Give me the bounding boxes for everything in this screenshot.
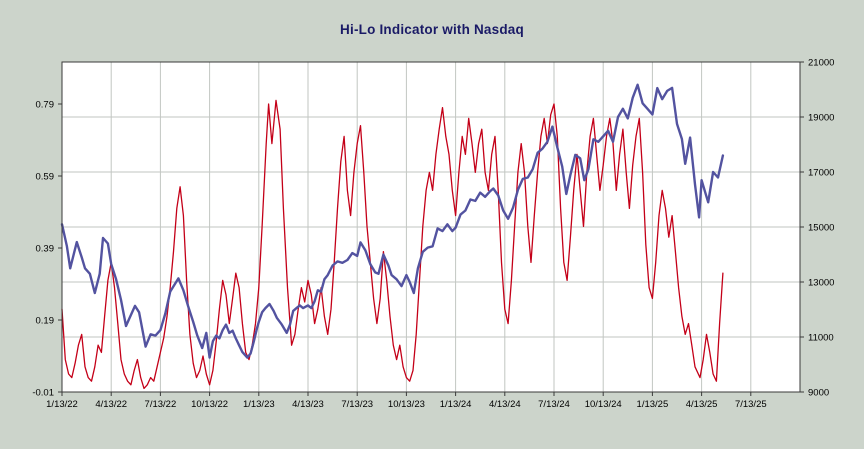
nasdaq-series-line bbox=[60, 83, 725, 359]
right-axis-tick-label: 9000 bbox=[808, 388, 829, 399]
right-axis-tick-label: 19000 bbox=[808, 113, 834, 124]
x-tick-label: 7/13/23 bbox=[341, 399, 373, 410]
left-axis-tick-label: 0.59 bbox=[36, 172, 55, 183]
left-axis-tick-label: 0.79 bbox=[36, 100, 55, 111]
left-axis-tick-label: 0.19 bbox=[36, 316, 55, 327]
left-axis-tick-label: -0.01 bbox=[32, 388, 54, 399]
right-axis-tick-label: 17000 bbox=[808, 168, 834, 179]
right-axis-tick-label: 11000 bbox=[808, 333, 834, 344]
x-tick-label: 10/13/22 bbox=[191, 399, 228, 410]
x-tick-label: 4/13/23 bbox=[292, 399, 324, 410]
right-axis-tick-label: 15000 bbox=[808, 223, 834, 234]
x-tick-label: 4/13/22 bbox=[95, 399, 127, 410]
left-axis-tick-label: 0.39 bbox=[36, 244, 55, 255]
x-tick-label: 1/13/24 bbox=[440, 399, 472, 410]
x-tick-label: 7/13/25 bbox=[735, 399, 767, 410]
x-tick-label: 10/13/23 bbox=[388, 399, 425, 410]
x-tick-label: 7/13/24 bbox=[538, 399, 570, 410]
x-tick-label: 1/13/22 bbox=[46, 399, 78, 410]
chart-title: Hi-Lo Indicator with Nasdaq bbox=[340, 22, 524, 37]
right-axis-tick-label: 13000 bbox=[808, 278, 834, 289]
x-tick-label: 7/13/22 bbox=[145, 399, 177, 410]
x-tick-label: 4/13/25 bbox=[686, 399, 718, 410]
x-tick-label: 1/13/25 bbox=[637, 399, 669, 410]
x-tick-label: 4/13/24 bbox=[489, 399, 521, 410]
hi-lo-indicator-series-line bbox=[61, 99, 724, 390]
x-tick-label: 10/13/24 bbox=[585, 399, 622, 410]
x-tick-label: 1/13/23 bbox=[243, 399, 275, 410]
right-axis-tick-label: 21000 bbox=[808, 58, 834, 69]
